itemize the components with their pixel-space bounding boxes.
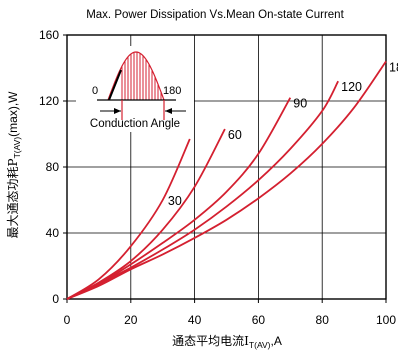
series-label-120: 120 [341,80,362,94]
series-label-30: 30 [168,194,182,208]
half-sine-waveform [107,51,165,101]
conduction-angle-inset: 0 180 Conduction Angle [76,46,194,132]
series-label-90: 90 [293,97,307,111]
inset-label-180: 180 [163,85,181,97]
x-tick-label: 40 [188,313,202,327]
x-axis-label-sub: T(AV) [249,340,271,350]
half-sine-outline [107,51,165,101]
x-tick-label: 20 [124,313,138,327]
series-label-60: 60 [228,128,242,142]
inset-caption: Conduction Angle [90,118,180,130]
y-tick-label: 40 [46,226,60,240]
right-arrow-head [165,108,172,114]
y-tick-label: 0 [52,292,59,306]
series-line-30 [66,138,191,300]
series-label-180: 180 [389,60,398,74]
x-tick-label: 80 [316,313,330,327]
y-axis-label: 最大通态功耗PT(AV)(max),W [6,91,22,239]
y-axis-label-suffix: (max),W [6,91,20,137]
y-axis-label-sub: T(AV) [12,137,22,159]
axes: 0 20 40 60 80 100 0 40 80 120 160 [39,28,396,327]
firing-edge [108,69,122,101]
y-axis-label-prefix: 最大通态功耗P [6,158,20,238]
x-tick-label: 100 [376,313,396,327]
y-tick-label: 160 [39,28,59,42]
series-labels: 30 60 90 120 180 [168,60,398,208]
series-line-120 [66,80,339,300]
x-axis-label-prefix: 通态平均电流I [172,334,249,348]
series-line-60 [66,128,226,300]
series-line-180 [66,60,387,300]
x-axis-label-suffix: ,A [270,334,281,348]
x-axis-label: 通态平均电流IT(AV),A [172,334,282,350]
x-tick-label: 0 [64,313,71,327]
series-lines [66,60,387,300]
chart-title: Max. Power Dissipation Vs.Mean On-state … [86,9,344,21]
y-tick-label: 120 [39,94,59,108]
x-tick-label: 60 [252,313,266,327]
inset-background [76,46,194,132]
left-arrow-head [114,108,121,114]
inset-label-zero: 0 [92,85,98,97]
y-tick-label: 80 [46,160,60,174]
